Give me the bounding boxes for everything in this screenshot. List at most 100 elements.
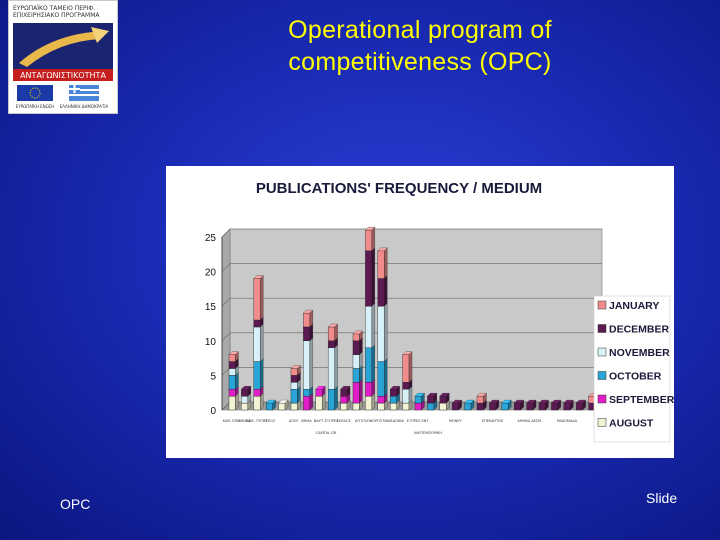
bar-segment-top [464,399,475,404]
bar-segment-top [278,399,289,404]
bar-segment [253,319,261,328]
bar-segment-top [241,386,252,390]
x-tick-label: ΚΑΘ. ΕΠΙΚ. [223,419,242,423]
bar-segment-top [340,386,351,390]
bar-segment [365,250,373,307]
bar-segment [352,354,360,369]
footer-left-label: OPC [60,496,91,512]
legend-label: OCTOBER [609,371,662,383]
logo-banner [13,69,113,81]
legend-swatch [597,300,607,310]
bar-segment [414,402,422,411]
bar-segment [575,402,583,411]
legend-label: JANUARY [609,300,659,312]
slide-title-line2: competitiveness (OPC) [288,48,552,76]
publications-chart: PUBLICATIONS' FREQUENCY / MEDIUM 0 5 10 15 2… [205,180,675,443]
bar-segment [228,395,236,411]
bar-segment [489,402,497,411]
gridline [221,332,602,342]
bar-segment [253,361,261,390]
bar-segment-top [427,393,438,397]
gridline [221,228,602,238]
bar-segment [389,402,397,411]
bar-segment [476,395,484,404]
bar-segment [303,326,311,342]
bar-segment [253,389,261,397]
bar-segment [526,402,534,411]
bar-segment-top [402,351,413,355]
bar-segment [253,395,261,411]
chart-title: PUBLICATIONS' FREQUENCY / MEDIUM [256,180,542,197]
bar-segment [228,389,236,397]
bar-segment [414,395,422,404]
legend-swatch [597,324,607,333]
bar-segment [538,402,546,411]
bar-segment [476,402,484,411]
x-group-label: CAPITAL.GR [316,431,337,435]
chart-panel: PUBLICATIONS' FREQUENCY / MEDIUM 0 5 10 15 2… [166,166,675,458]
bar-segment-top [489,399,500,404]
bar-segment [551,402,559,411]
bar-segment-side [371,226,375,252]
bar-segment-top [451,399,462,404]
bar-segment [402,389,410,404]
bar-segment-top [575,399,586,404]
bar-segment [278,402,286,411]
bar-segment [513,402,521,411]
bar-segment-side [384,302,388,362]
y-tick-label: 15 [205,302,217,313]
bar-segment-side [384,275,388,307]
x-tick-label: ΚΑΘ. ΤΥΠΟΣ [246,419,268,423]
bar-segment [241,402,249,411]
gridline [221,263,602,272]
gr-caption: ΕΛΛΗΝΙΚΗ ΔΗΜΟΚΡΑΤΙΑ [60,104,109,109]
slide-title-line1: Operational program of [288,16,552,44]
bar-segment-top [439,393,450,397]
y-tick-label: 25 [205,233,217,244]
bar-segment [365,229,373,252]
bar-segment [290,402,298,411]
bar-segment [290,382,298,390]
bar-segment [427,402,435,411]
bar-segment-side [408,351,413,383]
x-tick-label: ΕΘΝΟΣ [238,419,251,423]
bar-segment-side [371,344,375,383]
legend-label: SEPTEMBER [609,394,674,406]
x-tick-label: ΑΠΟΓ. [289,419,300,423]
bar-segment-side [260,275,264,321]
bar-segment [563,402,571,411]
bar-segment [377,395,385,404]
bar-segment-side [359,378,363,404]
bar-segment-top [290,365,301,369]
x-group-label: ΝΑΥΤΕΜΠΟΡΙΚΗ [414,431,442,435]
bar-segment [352,382,360,404]
bar-segment [365,382,373,397]
bar-segment [228,368,236,376]
bar-segment-side [371,247,375,307]
bar-segment-side [384,358,388,397]
slide-title: Operational program of competitiveness (… [200,14,640,78]
legend-label: AUGUST [609,418,654,430]
bar-segment [327,347,335,390]
bar-segment-side [334,344,338,390]
bar-segment-side [334,385,338,411]
x-tick-label: ΑΓΓΕΛΙΟΦΟΡΟΣ [355,419,382,423]
program-logo: ΕΥΡΩΠΑΪΚΟ ΤΑΜΕΙΟ ΠΕΡΙΦ. ΕΠΙΧΕΙΡΗΣΙΑΚΟ ΠΡ… [8,0,118,114]
x-tick-label: ΕΞΠΡΕΣ ΕΝΤ. [407,419,430,423]
bar-segment [228,375,236,390]
bar-segment-top [513,399,524,404]
footer-right-label: Slide [646,490,678,506]
bar-segment [402,354,410,383]
x-tick-label: ΕΠΕΝΔΥΤΗΣ [482,419,503,423]
bar-segment-top [389,386,400,390]
chart-legend: JANUARY DECEMBER NOVEMBER OCTOBER SEPTEMBER A… [593,295,675,443]
x-tick-label: ΕΞΠΡΕΣ [325,419,339,423]
y-tick-label: 20 [205,268,217,279]
bar-segment [365,305,373,348]
legend-swatch [597,347,607,357]
bar-segment-side [384,247,388,279]
bar-segment [365,347,373,383]
x-tick-label: ΤΥΠΟΣ [262,419,275,423]
logo-artwork: ΑΝΤΑΓΩΝΙΣΤΙΚΟΤΗΤΑ ΕΥΡΩΠΑΪΚΗ ΕΝΩΣΗ ΕΛΛΗΝΙ… [13,23,113,109]
bar-segment [253,278,261,321]
